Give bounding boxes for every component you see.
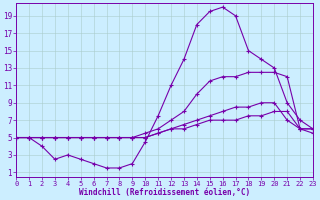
X-axis label: Windchill (Refroidissement éolien,°C): Windchill (Refroidissement éolien,°C) — [79, 188, 250, 197]
